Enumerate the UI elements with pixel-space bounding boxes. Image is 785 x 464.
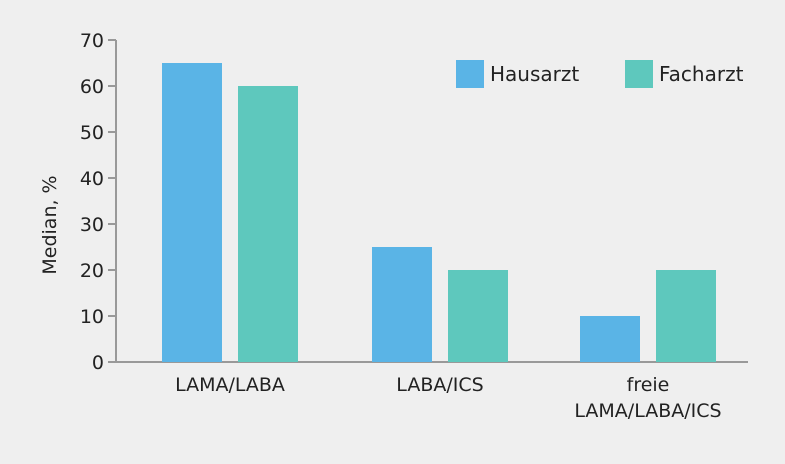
bar-facharzt: [656, 270, 716, 362]
bar-hausarzt: [162, 63, 222, 362]
bar-facharzt: [238, 86, 298, 362]
category-labels: LAMA/LABA LABA/ICS freie LAMA/LABA/ICS: [175, 374, 722, 422]
y-tick-label: 20: [80, 260, 104, 282]
y-tick-label: 0: [92, 352, 104, 374]
y-tick-label: 40: [80, 168, 104, 190]
y-axis-title-group: Median, %: [39, 175, 61, 274]
y-tick-label: 70: [80, 30, 104, 52]
x-category-label: LAMA/LABA/ICS: [574, 400, 721, 422]
y-tick-label: 50: [80, 122, 104, 144]
legend-swatch-facharzt: [625, 60, 653, 88]
legend-label-facharzt: Facharzt: [659, 62, 744, 86]
x-category-label: LAMA/LABA: [175, 374, 285, 396]
y-tick-label: 10: [80, 306, 104, 328]
x-category-label: LABA/ICS: [396, 374, 483, 396]
bar-hausarzt: [372, 247, 432, 362]
bar-hausarzt: [580, 316, 640, 362]
y-tick-label: 30: [80, 214, 104, 236]
legend: Hausarzt Facharzt: [456, 60, 744, 88]
bars: [162, 63, 716, 362]
y-tick-label: 60: [80, 76, 104, 98]
bar-facharzt: [448, 270, 508, 362]
y-axis-title: Median, %: [39, 175, 61, 274]
x-category-label: freie: [627, 374, 670, 396]
legend-swatch-hausarzt: [456, 60, 484, 88]
legend-label-hausarzt: Hausarzt: [490, 62, 579, 86]
y-ticks: 0 10 20 30 40 50 60 70: [80, 30, 116, 374]
